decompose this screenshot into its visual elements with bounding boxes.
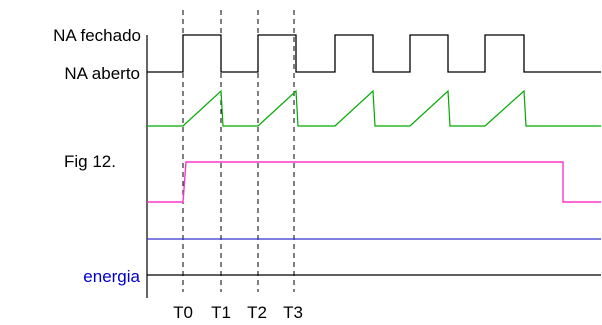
time-guides xyxy=(182,10,295,292)
contact-square-wave xyxy=(147,34,601,73)
time-label-t3: T3 xyxy=(283,303,303,322)
pulse-signal xyxy=(147,161,601,203)
ramp-signal xyxy=(147,89,601,127)
label-closed: NA fechado xyxy=(53,26,141,45)
label-open: NA aberto xyxy=(64,64,140,83)
figure-caption: Fig 12. xyxy=(64,152,116,171)
time-label-t0: T0 xyxy=(173,303,193,322)
time-label-t1: T1 xyxy=(211,303,231,322)
label-energy: energia xyxy=(83,267,140,286)
time-label-t2: T2 xyxy=(247,303,267,322)
